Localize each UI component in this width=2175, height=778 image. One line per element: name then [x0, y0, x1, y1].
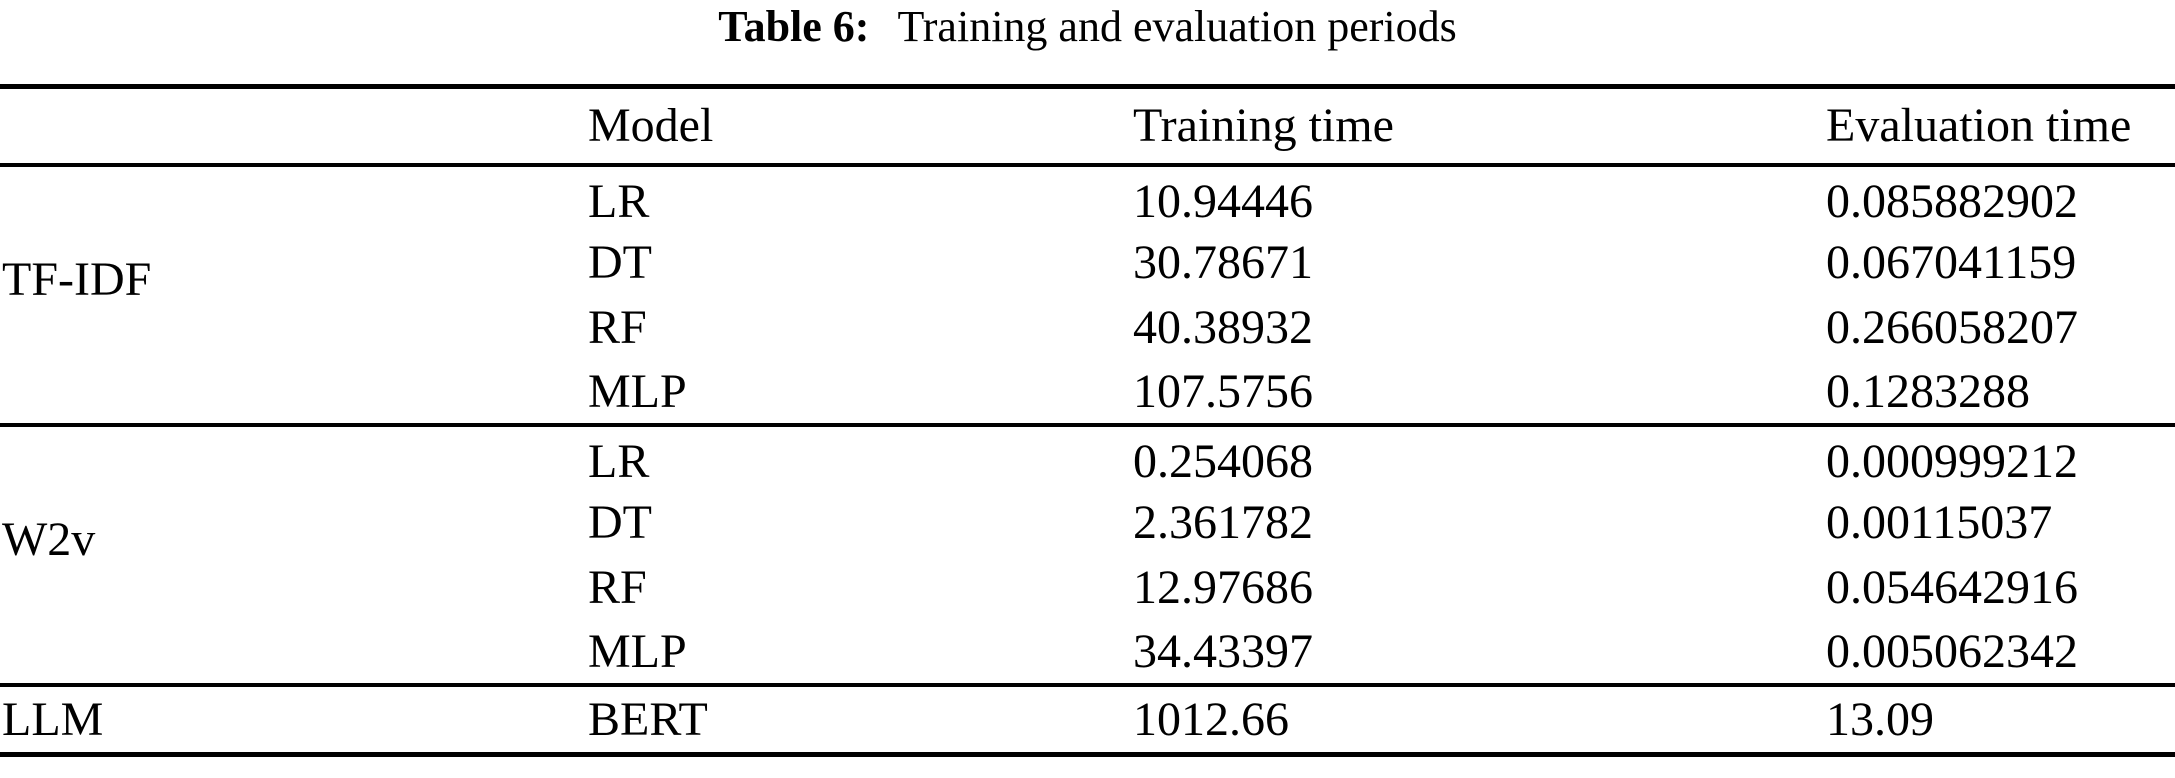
cell-evaluation-time: 0.067041159 [1826, 235, 2077, 289]
cell-evaluation-time: 0.005062342 [1826, 624, 2078, 678]
cell-model: MLP [588, 624, 687, 678]
training-evaluation-table: Model Training time Evaluation time TF-I… [0, 84, 2175, 757]
cell-model: BERT [588, 692, 708, 746]
table-row: LLM BERT 1012.66 13.09 [0, 685, 2175, 755]
column-header-training-time: Training time [1133, 86, 1826, 167]
cell-model: RF [588, 560, 647, 614]
cell-training-time: 0.254068 [1133, 434, 1313, 488]
cell-evaluation-time: 0.266058207 [1826, 300, 2078, 354]
table-row: DT 2.361782 0.00115037 [0, 490, 2175, 555]
table-caption-text: Training and evaluation periods [897, 2, 1457, 51]
cell-evaluation-time: 13.09 [1826, 692, 1934, 746]
header-row: Model Training time Evaluation time [0, 86, 2175, 167]
cell-evaluation-time: 0.000999212 [1826, 434, 2078, 488]
group-llm: LLM BERT 1012.66 13.09 [0, 685, 2175, 755]
cell-model: LR [588, 434, 650, 488]
cell-model: RF [588, 300, 647, 354]
cell-model: MLP [588, 364, 687, 418]
cell-training-time: 34.43397 [1133, 624, 1313, 678]
table-row: TF-IDF LR 10.94446 0.085882902 [0, 165, 2175, 307]
table-row: DT 30.78671 0.067041159 [0, 230, 2175, 295]
group-label-llm: LLM [2, 692, 104, 746]
table-row: RF 40.38932 0.266058207 [0, 295, 2175, 360]
cell-evaluation-time: 0.1283288 [1826, 364, 2030, 418]
cell-training-time: 40.38932 [1133, 300, 1313, 354]
cell-training-time: 2.361782 [1133, 495, 1313, 549]
table-row: W2v LR 0.254068 0.000999212 [0, 425, 2175, 567]
cell-evaluation-time: 0.00115037 [1826, 495, 2053, 549]
table-row: RF 12.97686 0.054642916 [0, 555, 2175, 620]
table-caption-label: Table 6: [718, 2, 870, 51]
cell-model: DT [588, 495, 652, 549]
group-label-text: W2v [2, 513, 96, 566]
cell-training-time: 12.97686 [1133, 560, 1313, 614]
cell-evaluation-time: 0.085882902 [1826, 174, 2078, 228]
group-label-w2v: W2v [0, 425, 588, 685]
cell-training-time: 30.78671 [1133, 235, 1313, 289]
table-caption: Table 6: Training and evaluation periods [0, 0, 2175, 84]
group-label-tfidf: TF-IDF [0, 165, 588, 425]
group-w2v: W2v LR 0.254068 0.000999212 DT 2.361782 … [0, 425, 2175, 685]
table-row: MLP 107.5756 0.1283288 [0, 360, 2175, 425]
cell-model: LR [588, 174, 650, 228]
cell-training-time: 10.94446 [1133, 174, 1313, 228]
table-row: MLP 34.43397 0.005062342 [0, 620, 2175, 685]
table-header: Model Training time Evaluation time [0, 86, 2175, 167]
group-label-text: TF-IDF [2, 253, 152, 306]
column-header-evaluation-time: Evaluation time [1826, 86, 2175, 167]
column-header-group [0, 86, 588, 167]
column-header-model: Model [588, 86, 1133, 167]
cell-model: DT [588, 235, 652, 289]
cell-evaluation-time: 0.054642916 [1826, 560, 2078, 614]
cell-training-time: 1012.66 [1133, 692, 1289, 746]
cell-training-time: 107.5756 [1133, 364, 1313, 418]
group-tfidf: TF-IDF LR 10.94446 0.085882902 DT 30.786… [0, 165, 2175, 425]
